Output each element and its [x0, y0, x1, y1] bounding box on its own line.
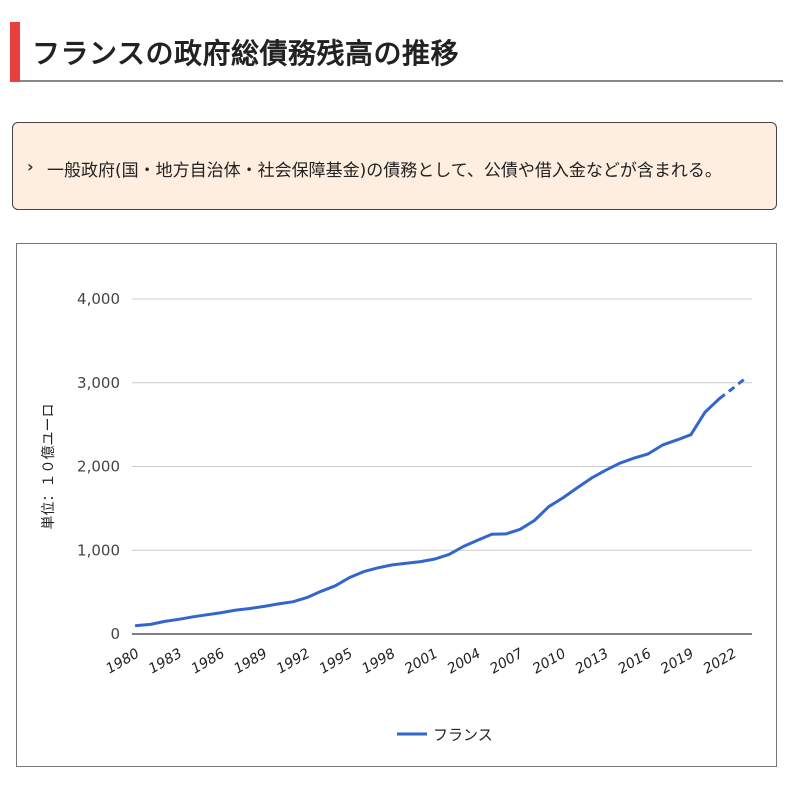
x-tick-label: 2019: [658, 646, 697, 678]
x-tick-label: 1992: [274, 646, 313, 678]
x-tick-label: 2001: [402, 646, 441, 678]
x-tick-label: 2022: [701, 646, 740, 678]
page-title: フランスの政府総債務残高の推移: [32, 37, 459, 70]
x-tick-label: 1980: [103, 646, 142, 678]
x-tick-label: 2007: [487, 646, 526, 678]
note-text: 一般政府(国・地方自治体・社会保障基金)の債務として、公債や借入金などが含まれる…: [47, 161, 722, 181]
x-tick-label: 2010: [530, 646, 569, 678]
y-axis-label: 単位：１０億ユーロ: [41, 404, 57, 530]
series-line-france-estimate: [718, 375, 749, 400]
y-tick-label: 4,000: [77, 290, 120, 308]
x-tick-label: 2016: [615, 646, 654, 678]
series-line-france: [134, 397, 721, 628]
page-header: フランスの政府総債務残高の推移: [10, 22, 783, 82]
x-tick-label: 2004: [445, 646, 484, 678]
bullet-chevron-icon: ›: [27, 157, 34, 176]
legend-label: フランス: [433, 726, 493, 744]
x-tick-label: 2013: [573, 646, 612, 678]
y-tick-label: 1,000: [77, 541, 120, 559]
y-tick-label: 3,000: [77, 374, 120, 392]
x-tick-label: 1998: [359, 646, 398, 678]
y-tick-label: 2,000: [77, 458, 120, 476]
y-tick-label: 0: [110, 625, 120, 643]
chart-frame: 0 1,000 2,000 3,000 4,000 1980 1983 1986 1989 19…: [16, 243, 777, 767]
x-tick-label: 1986: [189, 646, 228, 678]
x-tick-label: 1989: [231, 646, 270, 678]
header-underline: [20, 80, 783, 82]
header-accent-bar: [10, 22, 20, 82]
note-box: › 一般政府(国・地方自治体・社会保障基金)の債務として、公債や借入金などが含ま…: [12, 122, 777, 210]
x-tick-label: 1995: [317, 646, 356, 678]
x-tick-label: 1983: [146, 646, 185, 678]
